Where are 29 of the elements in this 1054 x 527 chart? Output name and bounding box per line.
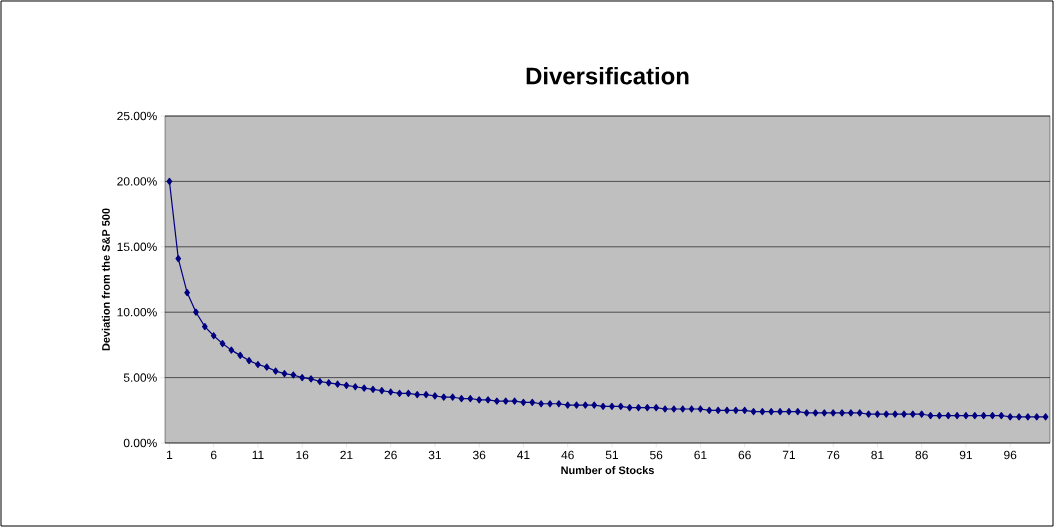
x-tick-label: 6 (210, 450, 217, 460)
x-tick-label: 26 (384, 450, 397, 460)
x-tick-label: 16 (296, 450, 309, 460)
y-tick-label: 20.00% (117, 177, 157, 186)
x-tick-label: 41 (517, 450, 530, 459)
chart-title: Diversification (526, 66, 689, 85)
x-tick-label: 81 (871, 450, 884, 460)
x-tick-label: 56 (650, 450, 663, 460)
x-tick-label: 91 (959, 450, 972, 460)
x-tick-label: 66 (738, 450, 751, 460)
x-tick-label: 11 (252, 450, 264, 459)
y-tick-label: 15.00% (117, 242, 157, 252)
x-tick-label: 86 (915, 450, 928, 460)
x-tick-label: 96 (1004, 450, 1017, 460)
x-tick-label: 71 (782, 450, 795, 459)
y-axis-title: Deviation from the S&P 500 (101, 208, 110, 351)
x-tick-label: 61 (694, 450, 707, 460)
x-axis-title: Number of Stocks (561, 466, 654, 475)
x-tick-label: 36 (472, 450, 486, 460)
y-tick-label: 5.00% (123, 373, 157, 382)
x-tick-label: 51 (605, 450, 618, 460)
y-tick-label: 25.00% (117, 111, 157, 121)
x-tick-label: 31 (428, 450, 441, 460)
x-tick-label: 76 (827, 450, 840, 460)
x-tick-label: 21 (340, 450, 353, 460)
y-tick-label: 10.00% (117, 307, 157, 317)
x-tick-label: 46 (561, 450, 574, 460)
x-tick-label: 1 (167, 450, 173, 459)
y-tick-label: 0.00% (123, 438, 157, 448)
